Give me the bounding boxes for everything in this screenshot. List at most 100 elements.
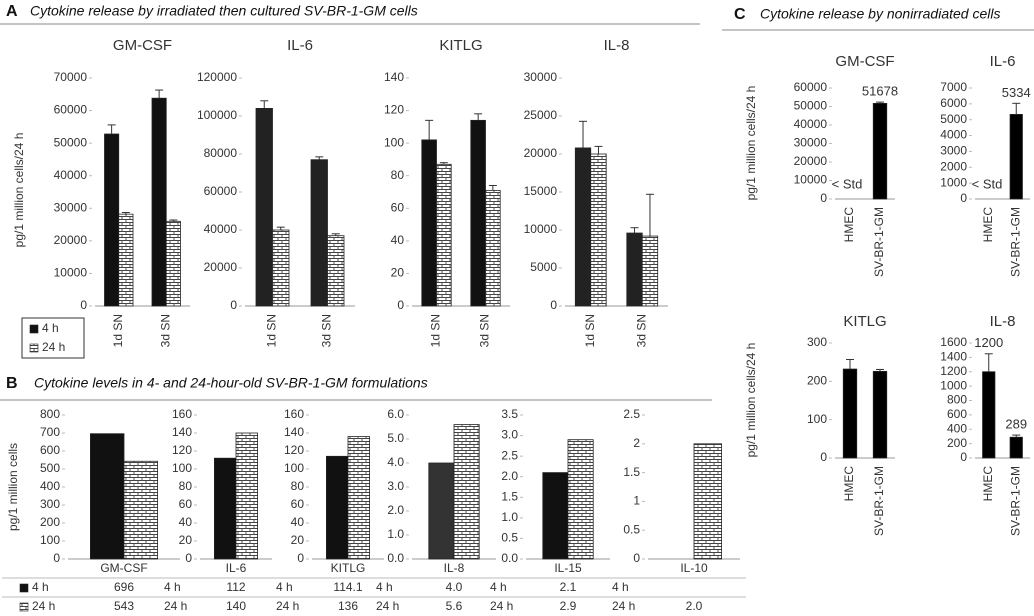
- bar: [842, 368, 858, 459]
- y-tick-label: 400: [947, 421, 967, 435]
- data-label: < Std: [832, 176, 863, 191]
- table-value: 114.1: [333, 580, 362, 594]
- bar: [436, 163, 452, 307]
- y-tick-label: 40000: [794, 117, 828, 131]
- chart-title: IL-8: [604, 37, 630, 54]
- bar: [255, 108, 273, 307]
- y-tick-label: 0: [397, 298, 404, 312]
- bar: [421, 139, 437, 307]
- y-tick-label: 0: [820, 450, 827, 464]
- y-tick-label: 5.0: [387, 431, 404, 445]
- bar: [1009, 436, 1023, 459]
- x-tick-label: 3d SN: [320, 314, 334, 347]
- x-tick-label: 1d SN: [265, 314, 279, 347]
- y-tick-label: 20000: [54, 233, 88, 247]
- y-tick-label: 100: [172, 461, 192, 475]
- y-tick-label: 0: [230, 298, 237, 312]
- table-row-label: 24 h: [276, 599, 299, 613]
- legend-swatch: [19, 602, 29, 612]
- y-tick-label: 400: [40, 479, 60, 493]
- table-row-label: 4 h: [490, 580, 507, 594]
- y-tick-label: 50000: [794, 99, 828, 113]
- y-tick-label: 30000: [54, 200, 88, 214]
- x-tick-label: IL-8: [444, 561, 465, 575]
- bar: [325, 455, 349, 560]
- x-tick-label: 1d SN: [111, 314, 125, 347]
- bar: [453, 424, 480, 560]
- y-tick-label: 60: [179, 497, 193, 511]
- bar: [428, 462, 455, 560]
- legend-swatch: [19, 583, 29, 593]
- x-tick-label: SV-BR-1-GM: [1008, 466, 1022, 536]
- x-tick-label: 3d SN: [634, 314, 648, 347]
- y-tick-label: 0.5: [501, 531, 518, 545]
- y-tick-label: 200: [807, 374, 827, 388]
- bar: [872, 102, 888, 200]
- table-value: 696: [114, 580, 134, 594]
- bar: [1009, 114, 1023, 200]
- x-tick-label: KITLG: [331, 561, 366, 575]
- y-tick-label: 3.0: [501, 428, 518, 442]
- y-tick-label: 120: [284, 443, 304, 457]
- panel-label: A: [6, 3, 18, 20]
- y-tick-label: 100: [284, 461, 304, 475]
- x-tick-label: GM-CSF: [100, 561, 147, 575]
- y-tick-label: 40: [291, 515, 305, 529]
- y-tick-label: 5000: [940, 112, 967, 126]
- y-tick-label: 2.0: [387, 503, 404, 517]
- y-tick-label: 20: [391, 266, 405, 280]
- y-tick-label: 7000: [940, 80, 967, 94]
- y-tick-label: 800: [40, 407, 60, 421]
- table-value: 136: [338, 599, 358, 613]
- y-tick-label: 80: [391, 168, 405, 182]
- y-tick-label: 1.0: [387, 527, 404, 541]
- y-tick-label: 3000: [940, 144, 967, 158]
- y-tick-label: 120: [384, 103, 404, 117]
- y-tick-label: 15000: [524, 184, 558, 198]
- panel-title: Cytokine release by irradiated then cult…: [30, 3, 418, 19]
- y-tick-label: 0: [820, 191, 827, 205]
- bar: [104, 133, 120, 307]
- y-tick-label: 60: [291, 497, 305, 511]
- y-tick-label: 0: [80, 298, 87, 312]
- bar: [123, 460, 158, 560]
- chart-title: GM-CSF: [113, 37, 172, 54]
- table-row-label: 24 h: [32, 599, 55, 613]
- x-tick-label: 1d SN: [429, 314, 443, 347]
- y-tick-label: 70000: [54, 70, 88, 84]
- bar: [626, 232, 643, 307]
- y-tick-label: 100: [807, 412, 827, 426]
- x-tick-label: SV-BR-1-GM: [872, 466, 886, 536]
- bar: [118, 213, 134, 307]
- y-tick-label: 10000: [794, 173, 828, 187]
- y-tick-label: 20000: [794, 154, 828, 168]
- table-value: 2.0: [686, 599, 703, 613]
- x-tick-label: HMEC: [842, 207, 856, 243]
- y-tick-label: 50000: [54, 135, 88, 149]
- table-row-label: 4 h: [276, 580, 293, 594]
- bar: [641, 235, 659, 307]
- y-tick-label: 4.0: [387, 455, 404, 469]
- bar: [982, 371, 996, 459]
- legend-swatch: [29, 343, 39, 353]
- data-label: 51678: [862, 84, 898, 99]
- x-tick-label: SV-BR-1-GM: [1008, 207, 1022, 277]
- bar: [574, 147, 592, 307]
- y-tick-label: 80000: [204, 146, 238, 160]
- legend-label: 4 h: [42, 321, 59, 335]
- table-row-label: 24 h: [376, 599, 399, 613]
- table-row-label: 24 h: [612, 599, 635, 613]
- y-tick-label: 0: [960, 450, 967, 464]
- panel-title: Cytokine levels in 4- and 24-hour-old SV…: [34, 375, 428, 391]
- legend-swatch: [29, 324, 39, 334]
- y-tick-label: 1000: [940, 378, 967, 392]
- y-axis-label: pg/1 million cells/24 h: [12, 133, 26, 248]
- chart-title: IL-6: [287, 37, 313, 54]
- chart-title: IL-8: [990, 313, 1016, 330]
- x-tick-label: HMEC: [842, 466, 856, 502]
- y-tick-label: 140: [284, 425, 304, 439]
- y-tick-label: 60: [391, 200, 405, 214]
- bar: [235, 432, 259, 560]
- bar: [590, 153, 607, 307]
- table-value: 543: [114, 599, 134, 613]
